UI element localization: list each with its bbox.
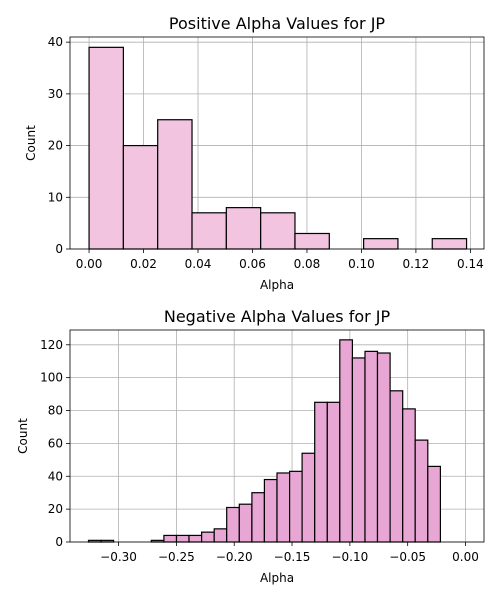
y-axis-label: Count [24,125,38,161]
y-tick-label: 10 [48,190,63,204]
histogram-bar [389,390,404,543]
histogram-bar [260,212,296,250]
x-tick-label: −0.10 [331,550,368,564]
x-tick-label: 0.02 [130,257,157,271]
histogram-bar [201,531,215,543]
y-tick-label: 120 [40,338,63,352]
histogram-bar [163,534,178,543]
histogram-bar [157,119,193,250]
histogram-bar [175,534,190,543]
histogram-bar [363,238,399,250]
histogram-bar [238,503,253,543]
histogram-bar [225,207,262,250]
x-tick-label: 0.04 [185,257,212,271]
x-tick-label: 0.00 [76,257,103,271]
y-tick-label: 40 [48,35,63,49]
y-tick-label: 100 [40,371,63,385]
histogram-bar [351,357,366,543]
x-tick-label: −0.30 [100,550,137,564]
x-tick-label: 0.14 [457,257,484,271]
chart-title: Positive Alpha Values for JP [169,14,386,33]
histogram-bar [289,470,303,543]
y-tick-label: 0 [55,535,63,549]
x-tick-label: 0.06 [239,257,266,271]
x-tick-label: −0.05 [389,550,426,564]
axes-frame [69,36,485,250]
positive-alpha-histogram: 0.00 0.02 0.04 0.06 0.08 0.10 0.12 0.14 0 10 20 30 4… [24,14,485,292]
y-axis-label: Count [16,418,30,454]
x-tick-label: 0.00 [452,550,479,564]
y-tick-label: 20 [48,502,63,516]
y-tick-label: 20 [48,139,63,153]
histogram-bar [402,408,416,543]
histogram-bar [376,352,391,543]
histogram-bar [431,238,468,250]
histogram-bar [294,232,330,250]
histogram-bar [263,478,278,543]
histogram-bar [364,350,379,543]
histogram-bar [191,212,227,250]
y-tick-label: 30 [48,87,63,101]
histogram-bar [326,401,341,543]
histogram-bar [276,472,291,543]
x-tick-label: 0.10 [348,257,375,271]
x-axis-label: Alpha [260,278,294,292]
negative-alpha-histogram: −0.30 −0.25 −0.20 −0.15 −0.10 −0.05 0.00 0 20 40 6… [16,307,485,585]
histogram-bar [427,465,442,543]
x-tick-label: −0.15 [274,550,311,564]
axes-frame [69,329,485,543]
y-tick-label: 60 [48,436,63,450]
x-tick-label: 0.12 [403,257,430,271]
histogram-bar [339,339,353,543]
histogram-bar [301,452,316,543]
y-tick-label: 0 [55,242,63,256]
histogram-bar [226,506,240,543]
histogram-bar [251,492,265,543]
x-axis-label: Alpha [260,571,294,585]
histogram-bar [414,439,429,543]
histogram-bar [213,528,228,543]
y-tick-label: 40 [48,469,63,483]
x-tick-label: −0.25 [158,550,195,564]
histogram-bar [188,534,203,543]
x-tick-label: 0.08 [294,257,321,271]
y-tick-label: 80 [48,404,63,418]
chart-title: Negative Alpha Values for JP [164,307,391,326]
histogram-bar [122,144,159,250]
histogram-bar [88,46,124,250]
histogram-bar [314,401,328,543]
x-tick-label: −0.20 [216,550,253,564]
